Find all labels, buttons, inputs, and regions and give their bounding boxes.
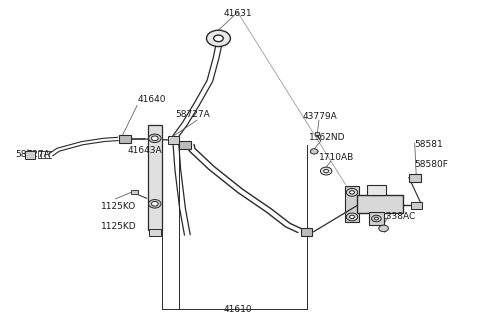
Text: 41610: 41610	[223, 305, 252, 314]
Text: 41631: 41631	[223, 9, 252, 18]
Text: 1338AC: 1338AC	[381, 212, 417, 221]
Text: 43779A: 43779A	[302, 112, 337, 121]
Bar	[411, 202, 422, 209]
Circle shape	[346, 213, 358, 221]
Bar	[409, 174, 421, 182]
Circle shape	[346, 189, 358, 196]
Text: 1125KO: 1125KO	[101, 202, 136, 211]
Bar	[357, 195, 403, 213]
Circle shape	[321, 167, 332, 175]
Text: 58727A: 58727A	[175, 110, 210, 119]
Bar	[369, 212, 384, 225]
Circle shape	[206, 30, 230, 47]
Bar	[315, 132, 320, 135]
Text: 58727A: 58727A	[15, 150, 50, 159]
Circle shape	[152, 202, 158, 206]
Bar	[148, 125, 161, 230]
Bar	[179, 141, 191, 149]
Bar	[367, 185, 386, 195]
Text: 58580F: 58580F	[415, 160, 449, 168]
Text: 1125KD: 1125KD	[101, 222, 137, 231]
Circle shape	[324, 169, 328, 173]
Bar	[24, 151, 35, 159]
Circle shape	[214, 35, 223, 42]
Bar	[168, 136, 179, 143]
Circle shape	[311, 149, 318, 154]
Circle shape	[374, 217, 378, 220]
Circle shape	[379, 225, 388, 232]
Circle shape	[149, 134, 161, 142]
Circle shape	[349, 191, 354, 194]
Text: 1362ND: 1362ND	[310, 133, 346, 142]
Bar	[119, 135, 131, 143]
Bar	[301, 228, 312, 236]
Text: 41643A: 41643A	[128, 146, 162, 156]
Circle shape	[372, 215, 381, 222]
Text: 1710AB: 1710AB	[319, 153, 354, 162]
Circle shape	[349, 215, 354, 218]
Circle shape	[149, 200, 161, 208]
Bar	[149, 229, 160, 236]
Text: 58581: 58581	[415, 140, 444, 149]
Bar	[345, 186, 359, 222]
Text: 41640: 41640	[137, 95, 166, 104]
Circle shape	[152, 136, 158, 140]
Bar	[131, 190, 138, 194]
